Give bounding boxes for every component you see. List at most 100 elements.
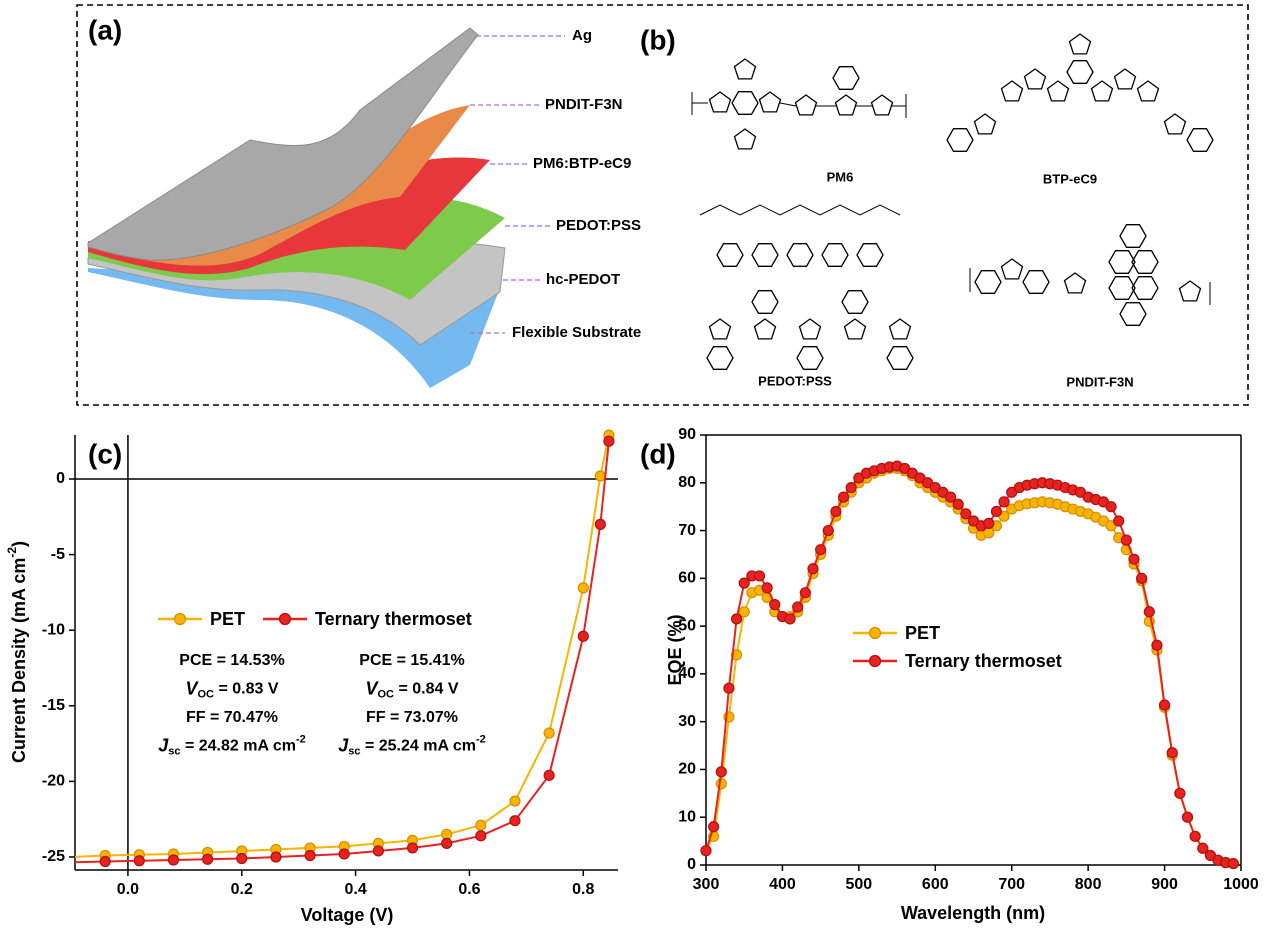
data-point [1136,572,1148,584]
ring [1186,128,1214,152]
metric-text: FF = 73.07% [366,709,458,726]
series-line [75,441,610,864]
series-line [75,435,610,858]
metric-text: PCE = 14.53% [179,652,284,669]
metric: PCE = 14.53% [179,652,284,669]
ring [1090,80,1114,102]
data-point [1120,534,1132,546]
ring [821,243,849,267]
ring [1046,80,1070,102]
data-point [406,842,419,854]
ring [1178,280,1202,302]
data-point [845,481,857,494]
y-label-sup: -2 [5,547,19,558]
data-point [603,435,615,447]
data-point [715,778,727,790]
metric-text: = 25.24 mA cm [361,738,476,755]
data-point [1227,857,1239,870]
legend-label: PET [905,623,940,643]
structure-pedot-pss [699,204,914,370]
y-tick-label: 40 [678,665,696,682]
data-point [761,582,773,594]
ring [834,94,858,116]
metric-text: = 0.84 V [394,681,459,698]
metric-symbol: J [338,735,349,755]
metric-sup: -2 [296,733,306,745]
layer-leaders [470,35,565,334]
legend-label: Ternary thermoset [315,609,472,629]
data-point [577,630,589,642]
ring [1022,270,1050,294]
structure-pm6 [691,58,907,150]
x-tick-label: 0.8 [572,881,594,898]
legend-marker [868,626,882,640]
panel-label: (d) [640,438,676,469]
y-tick-label: 50 [678,617,696,634]
data-point [1189,830,1201,842]
x-tick-label: 500 [846,876,873,893]
legend-label: PET [210,609,245,629]
x-tick-label: 0.0 [117,881,139,898]
x-tick-label: 600 [922,876,949,893]
x-tick-label: 700 [998,876,1025,893]
data-point [338,848,350,860]
y-tick-label: 10 [678,808,696,825]
data-point [753,570,766,582]
data-point [441,837,453,849]
device-stack [87,27,506,388]
y-tick-label: 0 [56,470,65,487]
data-point [270,851,282,863]
ring [1131,276,1159,300]
data-point [784,613,796,625]
ring [856,243,884,267]
ring [751,243,779,267]
data-point [738,606,750,618]
x-tick-label: 0.4 [344,881,366,898]
molecule-name: PNDIT-F3N [1066,374,1133,389]
metric-symbol: J [158,735,169,755]
ring [832,66,860,90]
chain [699,204,901,216]
ring [843,318,867,340]
y-tick-label: -20 [42,773,65,790]
data-point [952,498,964,510]
ring [1131,250,1159,274]
legend-marker [173,612,187,626]
data-point [723,682,735,694]
layer-label: Ag [572,27,592,44]
metric-symbol: V [365,678,379,698]
layer-label: hc-PEDOT [546,271,620,288]
ring [751,290,779,314]
data-point [983,517,995,529]
molecule-name: BTP-eC9 [1043,171,1097,186]
ring [870,94,894,116]
layer-label: PM6:BTP-eC9 [533,155,631,172]
data-point [509,795,521,807]
x-axis-label: Wavelength (nm) [901,903,1045,923]
metric-text: FF = 70.47% [186,709,278,726]
ring [1119,224,1147,248]
structure-btp-ec9 [946,33,1214,152]
data-point [700,845,712,857]
ring [708,91,732,113]
y-tick-label: 90 [678,426,696,443]
data-point [738,577,750,589]
data-point [543,727,555,739]
series [700,460,1239,870]
y-tick-label: -25 [42,848,65,865]
data-point [769,599,781,611]
x-tick-label: 1000 [1223,876,1259,893]
data-point [998,496,1010,508]
ring [786,243,814,267]
metric: Jsc = 24.82 mA cm-2 [158,733,306,757]
panel-label: (c) [88,438,122,469]
ring [731,91,759,115]
metric: FF = 70.47% [186,709,278,726]
y-tick-label: 60 [678,570,696,587]
layer-label: PEDOT:PSS [556,217,641,234]
y-axis-label: Current Density (mA cm-2) [5,541,29,763]
x-tick-label: 300 [693,876,720,893]
metric: VOC = 0.84 V [365,678,458,700]
ring [1136,80,1160,102]
data-point [822,524,834,537]
